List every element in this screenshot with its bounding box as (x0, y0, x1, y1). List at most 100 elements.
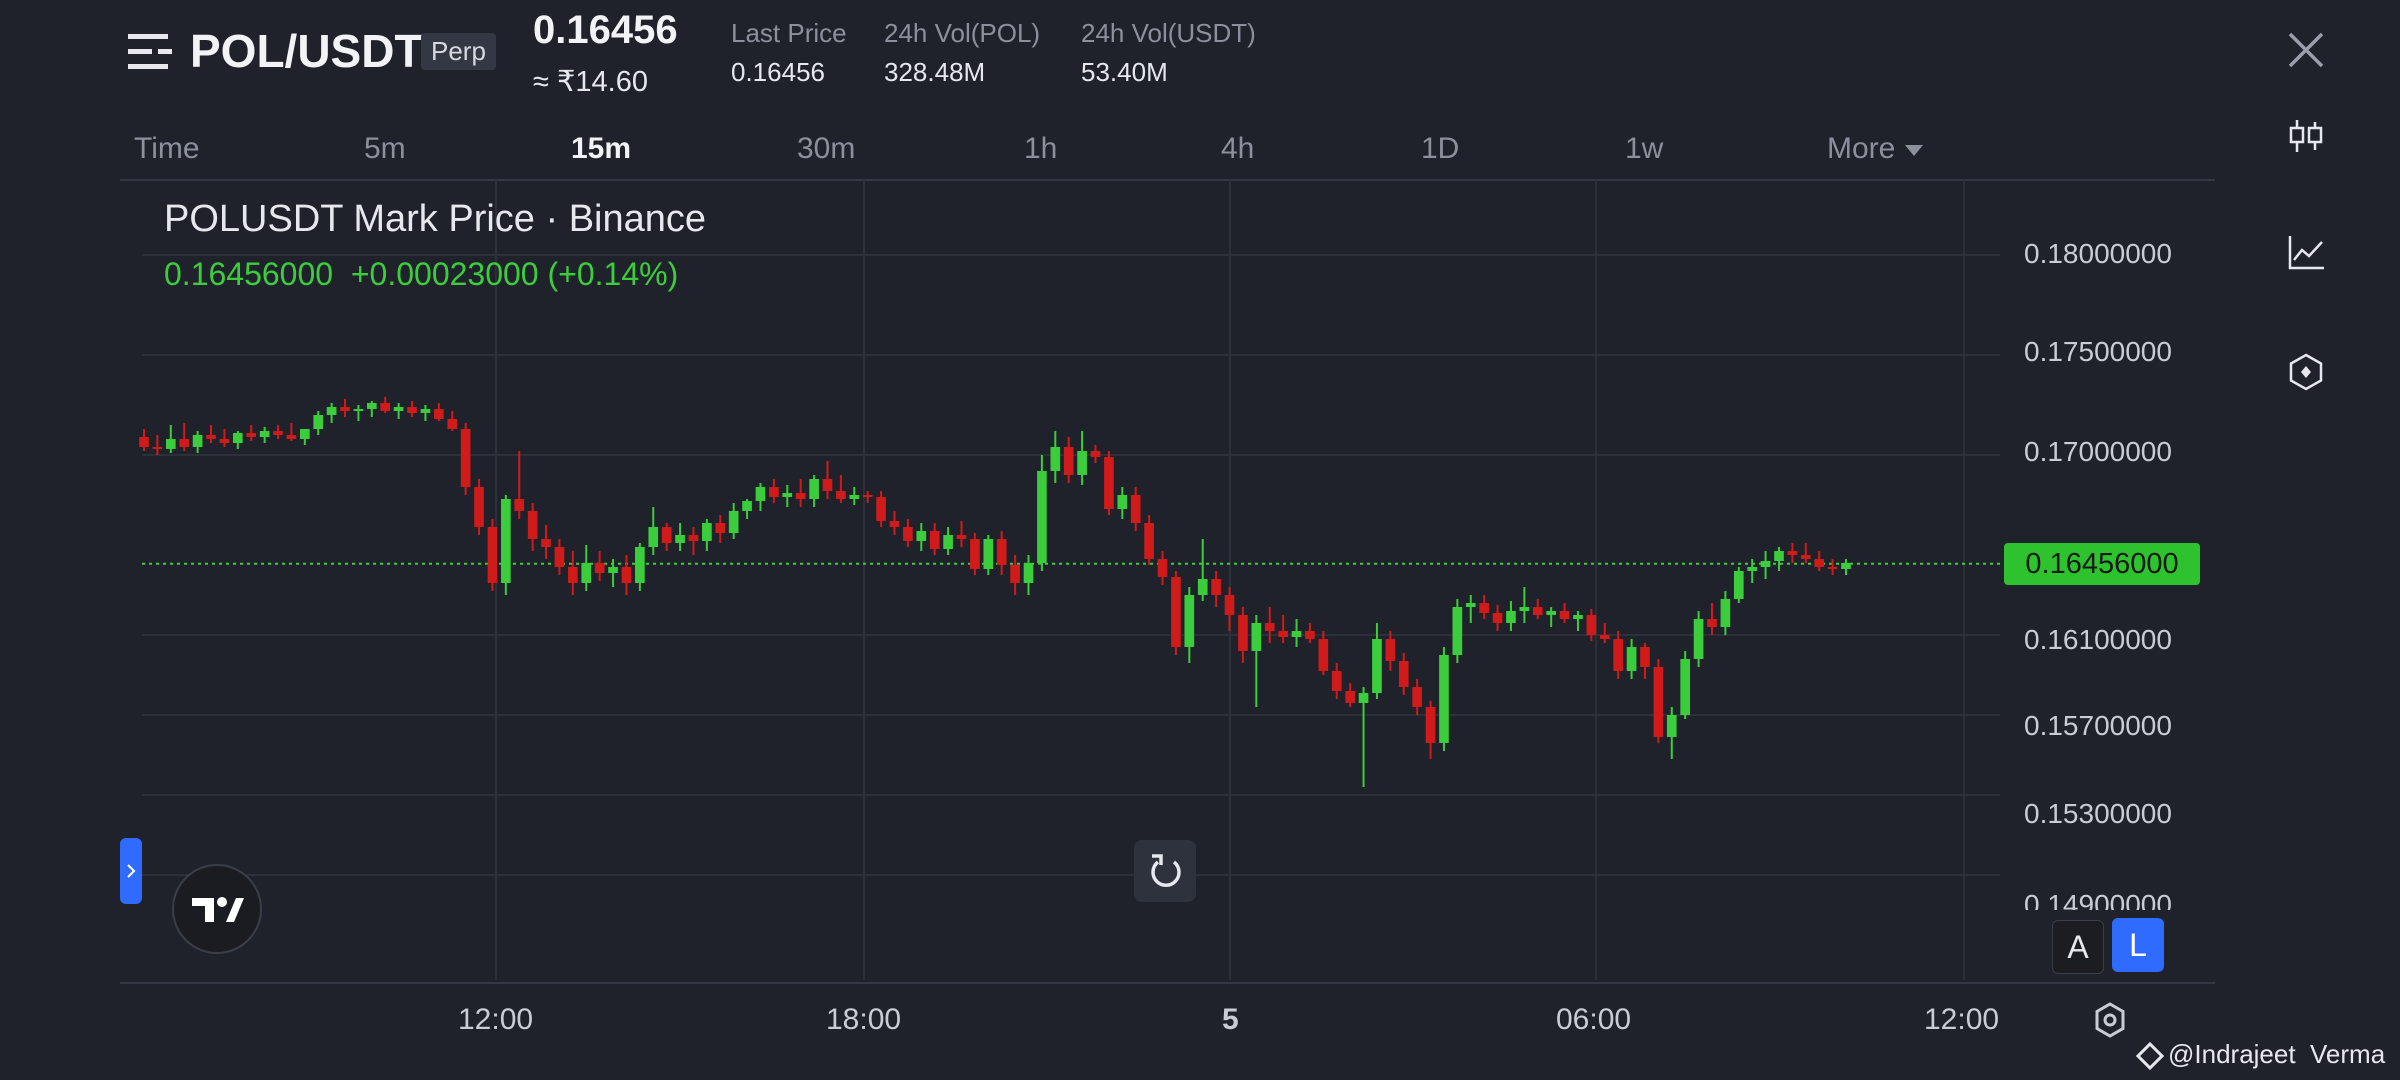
settings-icon[interactable] (2090, 1000, 2130, 1040)
diamond-icon (2135, 1041, 2165, 1071)
candle (849, 487, 860, 505)
candle-body (1425, 707, 1436, 743)
candle (192, 431, 203, 453)
tab-30m[interactable]: 30m (797, 132, 856, 165)
watermark: @Indrajeet Verma (2135, 1039, 2385, 1071)
menu-icon[interactable] (128, 32, 172, 72)
candle (313, 411, 324, 435)
price-inr: ≈ ₹14.60 (533, 66, 648, 98)
candle-body (1841, 563, 1851, 569)
tab-1h[interactable]: 1h (1024, 132, 1058, 165)
tab-5m[interactable]: 5m (364, 132, 406, 165)
indicator-icon[interactable] (2286, 352, 2326, 392)
tab-1d[interactable]: 1D (1421, 132, 1460, 165)
candle (219, 429, 230, 447)
candle-body (179, 439, 190, 447)
drawing-toolbar-toggle[interactable] (120, 838, 142, 904)
candle-body (916, 531, 927, 541)
tab-time[interactable]: Time (134, 132, 200, 165)
x-tick: 12:00 (1924, 1003, 2000, 1036)
candle (1532, 599, 1543, 619)
candle-body (1519, 607, 1530, 611)
candle (755, 483, 766, 511)
tab-more[interactable]: More (1827, 132, 1924, 166)
candle-body (380, 403, 391, 411)
candle (259, 427, 270, 443)
candle (286, 423, 297, 441)
candle-body (1211, 579, 1221, 595)
candle (527, 503, 538, 551)
tab-1w[interactable]: 1w (1625, 132, 1664, 165)
candle-body (836, 491, 846, 499)
candle-body (1358, 693, 1369, 703)
candle (1184, 587, 1195, 663)
reset-chart-button[interactable] (1134, 840, 1196, 902)
candlestick-icon[interactable] (2286, 116, 2326, 156)
candle-body (1733, 571, 1744, 599)
candle-body (1130, 495, 1141, 523)
candle-body (943, 535, 953, 549)
candle-body (1117, 495, 1128, 509)
tab-15m[interactable]: 15m (571, 132, 632, 165)
candle-body (1452, 607, 1463, 655)
candle (1171, 571, 1181, 655)
candle-body (139, 437, 149, 447)
candle (206, 425, 216, 443)
candle (1291, 619, 1302, 647)
candle (1238, 607, 1248, 663)
candle (232, 431, 243, 449)
candle-body (742, 501, 752, 511)
candle-body (795, 493, 806, 499)
candle (1023, 555, 1034, 595)
candle (487, 519, 498, 591)
candle-body (1586, 615, 1597, 635)
candle-body (1372, 639, 1382, 693)
candle-body (1278, 631, 1288, 637)
candle-body (554, 547, 565, 567)
candle-body (594, 563, 605, 573)
candle-body (1599, 635, 1610, 639)
stat-label-last-price: Last Price (731, 18, 847, 48)
candle-body (447, 419, 458, 429)
candle (621, 555, 632, 595)
auto-scale-button[interactable]: A (2052, 920, 2104, 974)
line-chart-icon[interactable] (2286, 232, 2326, 272)
candle (742, 499, 752, 519)
candle-body (1559, 611, 1570, 619)
candle (836, 475, 846, 503)
candle-body (165, 439, 176, 449)
candle (1787, 543, 1798, 563)
candle (1827, 559, 1838, 575)
pair-title[interactable]: POL/USDT (190, 25, 423, 77)
candle (594, 551, 605, 581)
candle-body (1774, 551, 1784, 561)
candle (1318, 631, 1329, 675)
candle (393, 403, 404, 419)
y-tick-clip: 0.14900000 (2024, 888, 2204, 910)
candle (862, 491, 873, 503)
candle-body (326, 407, 337, 415)
candle (299, 429, 310, 445)
candle (1573, 611, 1583, 631)
tab-4h[interactable]: 4h (1221, 132, 1255, 165)
candle (1666, 707, 1677, 759)
candle-body (715, 523, 726, 533)
candle-body (755, 487, 766, 501)
candle (340, 399, 350, 417)
candle (769, 479, 779, 503)
candle-body (1157, 559, 1168, 577)
candle-body (474, 487, 484, 527)
candle-body (246, 433, 257, 437)
candle-body (769, 487, 779, 497)
close-icon[interactable] (2286, 30, 2326, 70)
candle-body (1827, 567, 1838, 569)
candle-body (1197, 579, 1208, 595)
log-scale-button[interactable]: L (2112, 918, 2164, 972)
candle-body (206, 435, 216, 439)
candle (353, 405, 364, 421)
stat-label-vol-usdt: 24h Vol(USDT) (1081, 18, 1256, 48)
candle-body (353, 409, 364, 411)
candle (1117, 487, 1128, 519)
candle (246, 425, 257, 441)
